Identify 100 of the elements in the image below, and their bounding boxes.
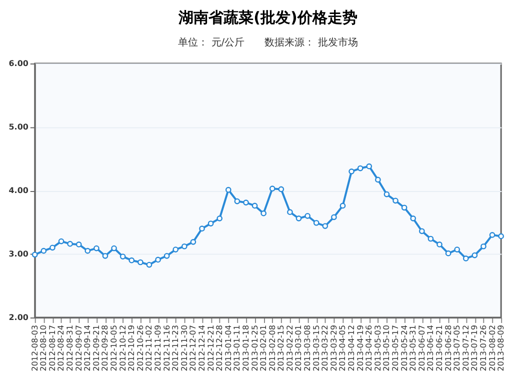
point (489, 232, 496, 238)
x-tick-label: 2012-10-05 (110, 324, 119, 372)
point (128, 257, 135, 264)
point (462, 256, 469, 262)
x-tick-label: 2013-06-14 (426, 324, 436, 372)
x-tick-label: 2012-12-28 (215, 324, 224, 372)
x-tick-label: 2012-09-14 (83, 324, 92, 372)
x-tick-label: 2013-01-25 (250, 324, 260, 372)
x-tick-label: 2012-12-07 (188, 324, 198, 372)
point (181, 243, 188, 250)
point (84, 248, 91, 254)
point (278, 186, 284, 192)
x-tick-label: 2013-01-18 (241, 324, 250, 372)
x-tick-label: 2013-07-26 (478, 324, 488, 372)
y-tick-label: 6.00 (8, 58, 29, 68)
x-tick-label: 2013-01-11 (232, 324, 242, 372)
x-tick-label: 2013-04-12 (347, 324, 356, 372)
x-tick-label: 2013-07-05 (452, 324, 462, 372)
point (331, 214, 337, 220)
point (296, 216, 302, 222)
x-tick-label: 2012-10-12 (118, 324, 128, 372)
point (199, 226, 205, 232)
x-tick-label: 2013-06-21 (434, 324, 444, 372)
point (120, 254, 126, 260)
point (225, 186, 232, 193)
x-tick-label: 2013-03-22 (320, 324, 330, 372)
x-tick-label: 2013-02-22 (285, 324, 294, 372)
y-tick-label: 3.00 (8, 249, 29, 258)
x-tick-label: 2013-03-15 (312, 324, 321, 372)
point (252, 202, 258, 209)
point (304, 212, 310, 219)
x-tick-label: 2013-07-19 (470, 324, 480, 372)
x-tick-label: 2013-03-29 (329, 324, 338, 372)
x-tick-label: 2012-08-17 (48, 324, 57, 372)
point (445, 250, 452, 256)
x-tick-label: 2013-08-09 (496, 324, 506, 372)
point (401, 204, 408, 211)
point (50, 244, 56, 251)
point (366, 163, 372, 170)
x-tick-label: 2013-04-05 (338, 324, 348, 372)
point (436, 242, 442, 248)
x-tick-label: 2013-06-28 (444, 324, 453, 372)
point (40, 248, 47, 254)
x-tick-label: 2012-08-03 (30, 324, 40, 372)
point (357, 165, 364, 172)
point (111, 245, 117, 252)
x-tick-label: 2012-11-16 (162, 324, 172, 372)
point (428, 236, 434, 242)
point (287, 209, 293, 216)
point (234, 198, 240, 204)
point (102, 252, 108, 259)
x-tick-label: 2013-03-08 (303, 324, 312, 372)
x-tick-label: 2012-12-21 (206, 324, 216, 372)
point (243, 200, 249, 206)
x-tick-label: 2013-02-01 (259, 324, 268, 372)
point (322, 223, 328, 229)
point (208, 220, 214, 226)
point (384, 191, 390, 198)
point (164, 252, 170, 259)
x-tick-label: 2012-10-26 (136, 324, 145, 372)
point (94, 245, 100, 252)
x-tick-label: 2012-08-31 (66, 324, 75, 372)
x-tick-label: 2012-09-21 (92, 324, 101, 372)
x-tick-label: 2012-11-23 (171, 324, 180, 372)
x-tick-label: 2013-04-19 (356, 324, 365, 372)
x-tick-label: 2012-11-02 (144, 324, 154, 372)
x-tick-label: 2013-03-01 (294, 324, 304, 372)
x-tick-label: 2013-05-17 (391, 324, 400, 372)
point (374, 176, 381, 183)
x-tick-label: 2012-08-24 (56, 324, 66, 372)
x-tick-label: 2013-08-02 (488, 324, 497, 372)
point (269, 186, 276, 192)
point (418, 228, 425, 234)
x-tick-label: 2013-05-24 (400, 324, 409, 372)
x-tick-label: 2013-02-15 (276, 324, 286, 372)
point (260, 210, 267, 216)
point (472, 252, 478, 258)
y-tick-label: 2.00 (8, 312, 29, 322)
point (146, 262, 152, 268)
y-tick-label: 4.00 (8, 186, 29, 195)
x-tick-label: 2012-09-07 (74, 324, 84, 372)
point (392, 198, 398, 204)
point (155, 256, 161, 263)
point (172, 246, 179, 252)
point (348, 168, 354, 174)
point (67, 240, 73, 247)
point (32, 252, 38, 258)
point (454, 246, 460, 252)
point (498, 233, 504, 240)
x-tick-label: 2013-05-10 (382, 324, 392, 372)
point (216, 216, 223, 222)
x-tick-label: 2012-11-30 (180, 324, 189, 372)
x-tick-label: 2012-11-09 (154, 324, 163, 372)
point (340, 202, 346, 209)
point (410, 216, 416, 222)
x-tick-label: 2013-04-26 (364, 324, 374, 372)
point (58, 238, 64, 244)
x-tick-label: 2013-06-07 (417, 324, 426, 372)
x-tick-label: 2013-02-08 (268, 324, 277, 372)
point (76, 242, 82, 248)
